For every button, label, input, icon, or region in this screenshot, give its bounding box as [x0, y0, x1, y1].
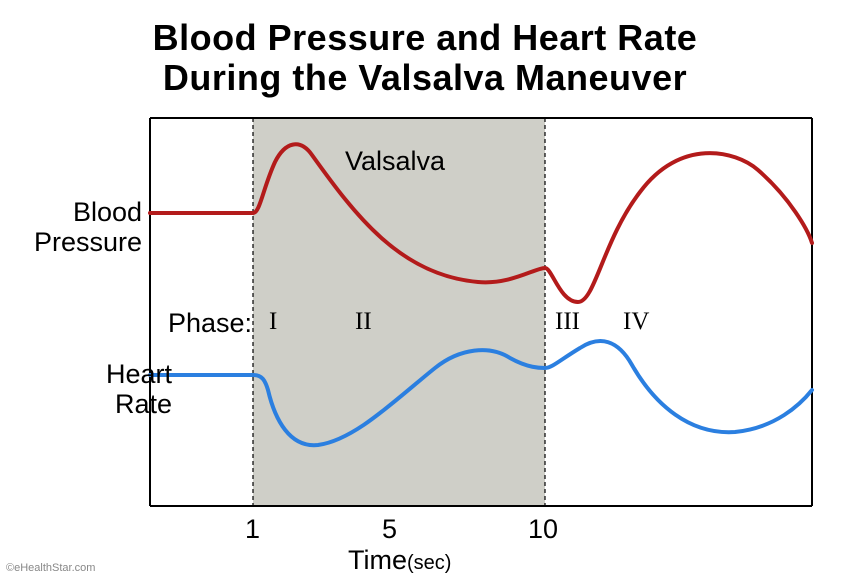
phase-label: Phase: [168, 308, 252, 339]
phase-number-3: IV [623, 308, 649, 336]
chart-svg [0, 0, 850, 578]
y-axis-label-0: BloodPressure [32, 198, 142, 257]
x-tick-1: 5 [382, 514, 397, 545]
phase-number-0: I [269, 308, 277, 336]
valsalva-label: Valsalva [345, 146, 445, 177]
y-axis-label-1: HeartRate [62, 360, 172, 419]
phase-number-1: II [355, 308, 372, 336]
x-tick-0: 1 [245, 514, 260, 545]
copyright-text: ©eHealthStar.com [6, 562, 95, 574]
x-axis-label: Time(sec) [348, 545, 451, 576]
x-tick-2: 10 [528, 514, 558, 545]
phase-number-2: III [555, 308, 580, 336]
